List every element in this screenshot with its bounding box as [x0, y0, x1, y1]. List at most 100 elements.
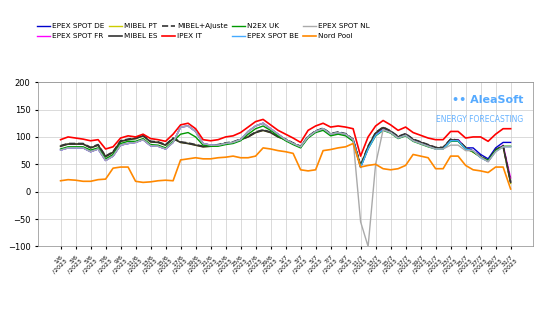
MIBEL PT	[162, 143, 169, 147]
EPEX SPOT NL	[162, 147, 169, 151]
Line: N2EX UK: N2EX UK	[60, 126, 511, 167]
EPEX SPOT NL	[508, 145, 514, 149]
MIBEL PT	[57, 144, 64, 148]
IPEX IT	[305, 129, 311, 132]
Line: MIBEL PT: MIBEL PT	[60, 128, 511, 184]
IPEX IT	[462, 136, 469, 140]
IPEX IT	[260, 118, 267, 121]
EPEX SPOT DE	[335, 131, 342, 134]
Legend: EPEX SPOT DE, EPEX SPOT FR, MIBEL PT, MIBEL ES, MIBEL+Ajuste, IPEX IT, N2EX UK, : EPEX SPOT DE, EPEX SPOT FR, MIBEL PT, MI…	[37, 23, 370, 39]
Line: EPEX SPOT DE: EPEX SPOT DE	[60, 123, 511, 167]
EPEX SPOT BE	[147, 144, 154, 148]
Nord Pool	[162, 178, 169, 182]
EPEX SPOT DE	[147, 144, 154, 148]
EPEX SPOT BE	[57, 148, 64, 152]
IPEX IT	[215, 138, 221, 142]
Line: EPEX SPOT BE: EPEX SPOT BE	[60, 123, 511, 167]
N2EX UK	[508, 144, 514, 148]
EPEX SPOT BE	[215, 143, 221, 147]
Nord Pool	[350, 142, 356, 145]
MIBEL+Ajuste	[380, 125, 386, 129]
MIBEL ES	[508, 180, 514, 184]
IPEX IT	[508, 127, 514, 131]
EPEX SPOT NL	[215, 143, 221, 147]
Text: •• AleaSoft: •• AleaSoft	[452, 95, 523, 105]
EPEX SPOT NL	[57, 148, 64, 152]
EPEX SPOT NL	[365, 245, 372, 248]
MIBEL ES	[298, 145, 304, 149]
MIBEL ES	[380, 126, 386, 130]
EPEX SPOT DE	[215, 143, 221, 147]
EPEX SPOT NL	[462, 149, 469, 153]
N2EX UK	[147, 143, 154, 147]
EPEX SPOT FR	[260, 121, 267, 125]
Line: MIBEL+Ajuste: MIBEL+Ajuste	[60, 127, 511, 182]
EPEX SPOT NL	[147, 144, 154, 148]
Line: IPEX IT: IPEX IT	[60, 119, 511, 156]
EPEX SPOT FR	[57, 148, 64, 152]
EPEX SPOT DE	[57, 148, 64, 152]
IPEX IT	[147, 137, 154, 141]
Line: Nord Pool: Nord Pool	[60, 143, 511, 189]
EPEX SPOT BE	[462, 147, 469, 151]
EPEX SPOT BE	[508, 145, 514, 149]
MIBEL+Ajuste	[57, 144, 64, 148]
MIBEL PT	[380, 126, 386, 130]
EPEX SPOT FR	[335, 131, 342, 134]
N2EX UK	[260, 124, 267, 128]
MIBEL+Ajuste	[508, 180, 514, 184]
Nord Pool	[57, 179, 64, 183]
EPEX SPOT BE	[357, 166, 364, 169]
MIBEL+Ajuste	[162, 143, 169, 147]
MIBEL ES	[147, 140, 154, 144]
EPEX SPOT BE	[335, 131, 342, 134]
MIBEL ES	[327, 132, 334, 136]
EPEX SPOT FR	[215, 143, 221, 147]
IPEX IT	[335, 124, 342, 128]
Nord Pool	[147, 180, 154, 184]
MIBEL PT	[327, 132, 334, 136]
N2EX UK	[305, 136, 311, 140]
EPEX SPOT FR	[508, 176, 514, 180]
MIBEL ES	[455, 139, 461, 143]
EPEX SPOT FR	[305, 135, 311, 139]
Nord Pool	[508, 187, 514, 191]
MIBEL+Ajuste	[147, 139, 154, 143]
N2EX UK	[335, 132, 342, 136]
MIBEL PT	[455, 139, 461, 143]
N2EX UK	[462, 147, 469, 151]
MIBEL PT	[215, 143, 221, 147]
EPEX SPOT BE	[260, 121, 267, 125]
MIBEL+Ajuste	[455, 138, 461, 142]
EPEX SPOT NL	[260, 121, 267, 125]
IPEX IT	[57, 138, 64, 142]
Nord Pool	[327, 148, 334, 151]
EPEX SPOT FR	[455, 138, 461, 142]
EPEX SPOT NL	[305, 135, 311, 139]
N2EX UK	[215, 144, 221, 148]
EPEX SPOT BE	[305, 135, 311, 139]
Nord Pool	[298, 168, 304, 172]
MIBEL+Ajuste	[298, 144, 304, 148]
EPEX SPOT DE	[305, 135, 311, 139]
Line: EPEX SPOT NL: EPEX SPOT NL	[60, 123, 511, 246]
MIBEL PT	[298, 145, 304, 149]
Line: MIBEL ES: MIBEL ES	[60, 128, 511, 182]
MIBEL ES	[215, 143, 221, 147]
Text: ENERGY FORECASTING: ENERGY FORECASTING	[436, 115, 523, 124]
MIBEL+Ajuste	[215, 143, 221, 147]
MIBEL PT	[147, 140, 154, 144]
MIBEL+Ajuste	[327, 132, 334, 136]
N2EX UK	[357, 165, 364, 169]
EPEX SPOT NL	[335, 131, 342, 134]
IPEX IT	[357, 154, 364, 158]
IPEX IT	[162, 139, 169, 143]
Nord Pool	[455, 154, 461, 158]
MIBEL PT	[508, 182, 514, 185]
EPEX SPOT DE	[357, 165, 364, 169]
EPEX SPOT DE	[260, 121, 267, 125]
Line: EPEX SPOT FR: EPEX SPOT FR	[60, 123, 511, 178]
EPEX SPOT FR	[147, 144, 154, 148]
Nord Pool	[215, 156, 221, 160]
MIBEL ES	[162, 143, 169, 147]
